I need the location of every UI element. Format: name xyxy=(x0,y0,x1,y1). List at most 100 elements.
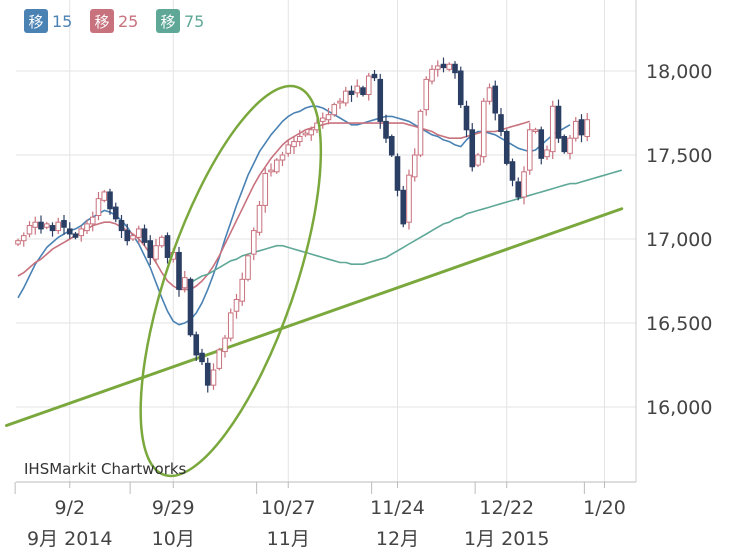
candle-58 xyxy=(348,85,355,102)
candle-56 xyxy=(337,98,343,109)
candle-body-47 xyxy=(285,144,292,154)
candle-body-39 xyxy=(239,278,246,302)
candle-85 xyxy=(503,129,510,166)
candle-body-38 xyxy=(233,298,240,312)
candle-5 xyxy=(43,221,50,230)
candle-88 xyxy=(521,166,527,205)
x-period-label-0: 9月 2014 xyxy=(27,528,112,550)
candle-body-65 xyxy=(388,136,395,156)
y-tick-label-2: 17,000 xyxy=(646,229,712,251)
candle-body-11 xyxy=(78,228,85,237)
legend-period-ma75: 75 xyxy=(184,12,204,31)
candle-99 xyxy=(584,113,591,142)
candle-7 xyxy=(55,217,62,234)
candle-body-14 xyxy=(95,198,102,216)
candle-body-53 xyxy=(319,117,326,122)
candle-body-1 xyxy=(20,235,27,242)
candle-76 xyxy=(452,61,458,79)
candle-body-67 xyxy=(400,189,407,225)
legend-period-ma15: 15 xyxy=(52,12,72,31)
candle-20 xyxy=(130,233,136,242)
candle-67 xyxy=(400,185,407,228)
candle-44 xyxy=(268,163,274,177)
candle-body-19 xyxy=(124,230,131,242)
x-tick-label-1: 9/29 xyxy=(152,497,195,519)
candle-body-57 xyxy=(342,90,349,104)
candle-body-2 xyxy=(26,225,33,235)
candle-body-9 xyxy=(66,228,73,235)
legend-swatch-ma15 xyxy=(24,9,48,33)
candle-35 xyxy=(216,347,223,371)
candle-body-98 xyxy=(578,119,585,136)
candle-92 xyxy=(544,145,550,161)
candle-body-94 xyxy=(555,105,562,139)
candle-body-49 xyxy=(296,136,303,143)
x-axis-labels: 9/2 9月 2014 9/29 10月 10/27 11月 11/24 12月 12/22 1月… xyxy=(27,497,626,550)
annotation-layer xyxy=(139,84,323,478)
ma25-line xyxy=(17,120,531,291)
legend-item-ma15[interactable]: 移 15 xyxy=(24,9,72,33)
candle-26 xyxy=(164,232,171,264)
candle-68 xyxy=(406,169,412,230)
candle-body-78 xyxy=(463,105,470,131)
candle-15 xyxy=(101,189,108,203)
x-period-label-2: 11月 xyxy=(267,528,310,550)
candle-body-15 xyxy=(101,191,108,201)
candle-body-83 xyxy=(492,85,499,114)
x-tick-label-2: 10/27 xyxy=(261,497,316,519)
candle-30 xyxy=(187,277,194,337)
ma75-line xyxy=(190,169,623,284)
candle-3 xyxy=(32,216,39,235)
candle-body-51 xyxy=(308,129,315,136)
candle-50 xyxy=(302,131,309,137)
candle-body-29 xyxy=(181,277,188,289)
candle-body-21 xyxy=(135,228,142,238)
candle-70 xyxy=(417,109,424,158)
candle-49 xyxy=(296,129,303,147)
candle-body-12 xyxy=(84,223,90,232)
candle-body-95 xyxy=(561,136,568,153)
x-tick-label-5: 1/20 xyxy=(583,497,626,519)
candle-body-70 xyxy=(417,110,424,156)
candle-31 xyxy=(193,331,200,361)
candle-93 xyxy=(549,100,556,160)
candle-body-90 xyxy=(532,129,539,132)
candle-body-24 xyxy=(153,245,159,260)
candle-28 xyxy=(176,246,182,297)
legend-item-ma25[interactable]: 移 25 xyxy=(90,9,138,33)
candle-18 xyxy=(118,214,125,238)
candle-body-89 xyxy=(526,129,533,171)
candle-25 xyxy=(158,235,165,248)
candle-14 xyxy=(95,191,102,221)
candle-17 xyxy=(112,202,119,223)
candle-body-66 xyxy=(394,156,401,191)
candle-38 xyxy=(233,293,240,319)
legend-item-ma75[interactable]: 移 75 xyxy=(156,9,204,33)
candle-body-37 xyxy=(227,312,234,339)
candle-39 xyxy=(239,272,246,306)
candle-body-54 xyxy=(325,114,332,121)
candle-body-43 xyxy=(262,172,269,206)
candle-body-10 xyxy=(72,233,79,238)
candle-81 xyxy=(480,98,487,163)
candle-74 xyxy=(440,57,447,73)
legend-glyph-ma25: 移 xyxy=(94,13,109,31)
x-tick-label-3: 11/24 xyxy=(370,497,425,519)
candle-29 xyxy=(181,270,188,293)
candle-46 xyxy=(279,151,286,167)
candle-48 xyxy=(291,136,297,154)
candle-32 xyxy=(199,348,205,365)
candle-body-18 xyxy=(118,220,125,232)
candle-body-99 xyxy=(584,119,591,138)
candle-body-31 xyxy=(193,334,200,356)
candle-body-60 xyxy=(360,87,366,96)
x-tick-label-0: 9/2 xyxy=(54,497,85,519)
candle-body-58 xyxy=(348,90,355,96)
candle-body-86 xyxy=(509,161,516,181)
candle-body-36 xyxy=(222,337,228,353)
candle-2 xyxy=(26,221,33,238)
candle-47 xyxy=(285,140,292,157)
candle-98 xyxy=(578,114,585,143)
candle-body-50 xyxy=(302,132,309,136)
